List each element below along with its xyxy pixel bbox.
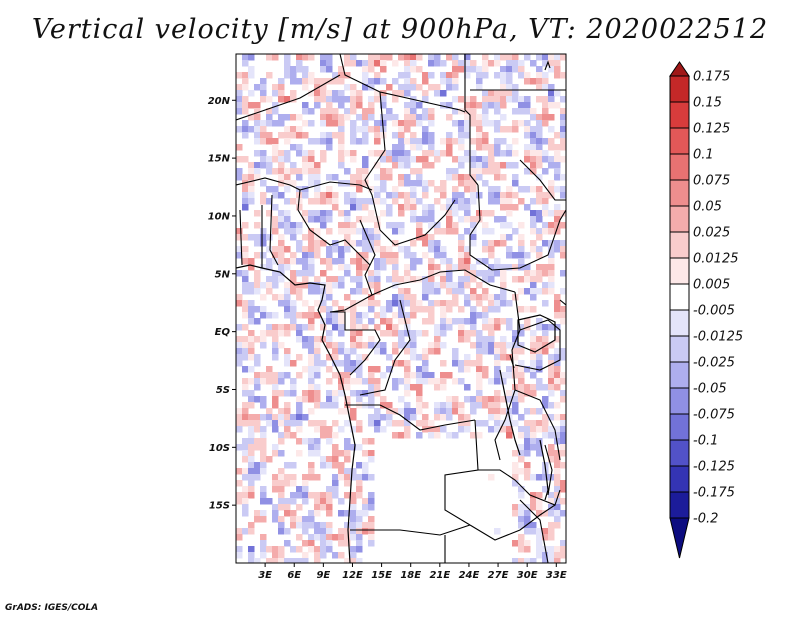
colorbar-segment (669, 75, 690, 103)
colorbar-segment (669, 101, 690, 129)
colorbar-top-arrow (669, 61, 690, 77)
border-red-sea-coast (544, 60, 551, 71)
colorbar-segment (669, 153, 690, 181)
border-burkina (236, 177, 301, 211)
border-ghana (239, 209, 243, 266)
x-tick-label: 33E (546, 570, 567, 581)
border-angola-namibia (350, 524, 471, 536)
colorbar-label: 0.05 (693, 200, 722, 215)
x-tick-label: 24E (459, 570, 480, 581)
border-benin (269, 194, 279, 266)
x-tick-label: 6E (287, 570, 301, 581)
credit-label: GrADS: IGES/COLA (5, 603, 99, 613)
colorbar-label: -0.175 (693, 486, 735, 501)
colorbar-label: -0.2 (693, 512, 718, 527)
colorbar-segment (669, 491, 690, 519)
colorbar-segment (669, 205, 690, 233)
colorbar-bottom-arrow (669, 517, 690, 559)
colorbar-segment (669, 413, 690, 441)
colorbar: 0.175 0.15 0.125 0.1 0.075 0.05 0.025 0.0125 0.0… (669, 61, 743, 559)
lake-victoria (517, 314, 556, 353)
border-zambia (478, 469, 561, 506)
lake-malawi (539, 439, 549, 501)
colorbar-segment (669, 465, 690, 493)
colorbar-segment (669, 257, 690, 285)
colorbar-segment (669, 309, 690, 337)
colorbar-label: -0.1 (693, 434, 718, 449)
border-sahara-east (464, 54, 479, 186)
border-angola-north (345, 404, 476, 431)
vertical-velocity-field (236, 54, 566, 563)
map-axes: 3E 6E 9E 12E 15E 18E 21E 24E 27E 30E 33E 20N 15N 10N 5… (208, 96, 567, 581)
y-tick-label: 15S (209, 501, 230, 512)
border-libya-niger (339, 54, 381, 93)
colorbar-label: 0.025 (693, 226, 730, 241)
colorbar-segment (669, 439, 690, 467)
border-zambia-zimbabwe (469, 504, 556, 541)
border-kenya (559, 299, 566, 306)
colorbar-label: 0.15 (693, 96, 722, 111)
y-tick-label: 20N (208, 96, 231, 107)
border-angola-east (444, 419, 479, 526)
colorbar-label: -0.0125 (693, 330, 743, 345)
y-tick-label: EQ (215, 327, 231, 338)
border-niger-nigeria (299, 181, 373, 191)
border-tanzania (514, 389, 561, 461)
country-borders (236, 54, 566, 563)
colorbar-label: -0.075 (693, 408, 735, 423)
x-tick-label: 3E (258, 570, 272, 581)
border-chad-car (379, 199, 456, 246)
colorbar-segment (669, 231, 690, 259)
coastline (236, 264, 556, 563)
colorbar-segment (669, 179, 690, 207)
colorbar-label: 0.125 (693, 122, 730, 137)
y-tick-label: 5N (215, 269, 231, 280)
x-tick-label: 9E (316, 570, 330, 581)
border-mozambique (519, 499, 549, 563)
border-niger-chad (379, 91, 466, 113)
map-frame (235, 53, 567, 564)
border-congo-gabon (330, 311, 381, 376)
border-uganda (514, 319, 561, 371)
colorbar-segment (669, 335, 690, 363)
colorbar-label: 0.175 (693, 70, 730, 85)
border-sudan-south (469, 184, 566, 271)
y-tick-label: 10S (209, 443, 230, 454)
x-tick-label: 27E (488, 570, 509, 581)
y-tick-label: 15N (208, 154, 231, 165)
x-tick-label: 21E (429, 570, 450, 581)
colorbar-label: -0.025 (693, 356, 735, 371)
lake-kivu (509, 354, 515, 369)
x-tick-label: 12E (342, 570, 363, 581)
border-nigeria-east (297, 209, 371, 266)
colorbar-label: 0.0125 (693, 252, 739, 267)
chart-title: Vertical velocity [m/s] at 900hPa, VT: 2… (31, 14, 769, 45)
border-cameroon (329, 219, 376, 313)
x-tick-label: 30E (517, 570, 538, 581)
x-tick-label: 15E (371, 570, 392, 581)
colorbar-label: 0.1 (693, 148, 714, 163)
x-tick-label: 18E (400, 570, 421, 581)
y-tick-label: 5S (216, 385, 230, 396)
colorbar-label: -0.005 (693, 304, 735, 319)
colorbar-segment (669, 361, 690, 389)
colorbar-segment (669, 387, 690, 415)
border-car-south (371, 269, 516, 296)
colorbar-label: 0.005 (693, 278, 730, 293)
border-sudan-ethiopia (519, 159, 566, 201)
colorbar-label: -0.05 (693, 382, 727, 397)
border-mali-niger (236, 74, 341, 121)
border-chad-west (364, 91, 386, 231)
colorbar-segment (669, 127, 690, 155)
colorbar-segment (669, 283, 690, 311)
border-congo-drc (359, 299, 411, 396)
border-malawi (544, 444, 553, 496)
coast-west-africa (236, 264, 356, 563)
colorbar-label: 0.075 (693, 174, 730, 189)
colorbar-label: -0.125 (693, 460, 735, 475)
y-tick-label: 10N (208, 211, 231, 222)
lake-tanganyika (499, 369, 521, 456)
